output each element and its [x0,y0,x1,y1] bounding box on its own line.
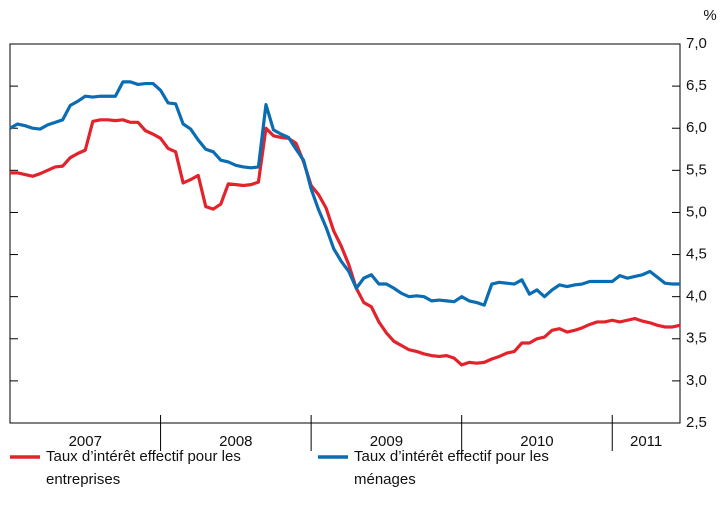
y-tick-label: 5,0 [686,203,707,220]
y-tick-label: 4,5 [686,246,707,263]
unit-label: % [703,7,716,24]
series-line [10,118,681,367]
y-tick-label: 3,0 [686,372,707,389]
y-tick-label: 7,0 [686,35,707,52]
legend-label: Taux d’intérêt effectif pour les ménages [354,448,549,488]
x-category-label: 2010 [520,433,553,450]
y-tick-label: 2,5 [686,414,707,431]
y-tick-label: 6,5 [686,77,707,94]
x-category-label: 2007 [69,433,102,450]
y-tick-label: 5,5 [686,161,707,178]
y-tick-label: 3,5 [686,330,707,347]
y-tick-label: 4,0 [686,288,707,305]
x-category-label: 2008 [219,433,252,450]
plot-frame [9,43,681,424]
y-tick-label: 6,0 [686,119,707,136]
x-category-label: 2011 [630,433,662,450]
legend-label: Taux d’intérêt effectif pour les entrepr… [46,448,241,488]
x-category-label: 2009 [370,433,403,450]
series-line [9,80,680,307]
